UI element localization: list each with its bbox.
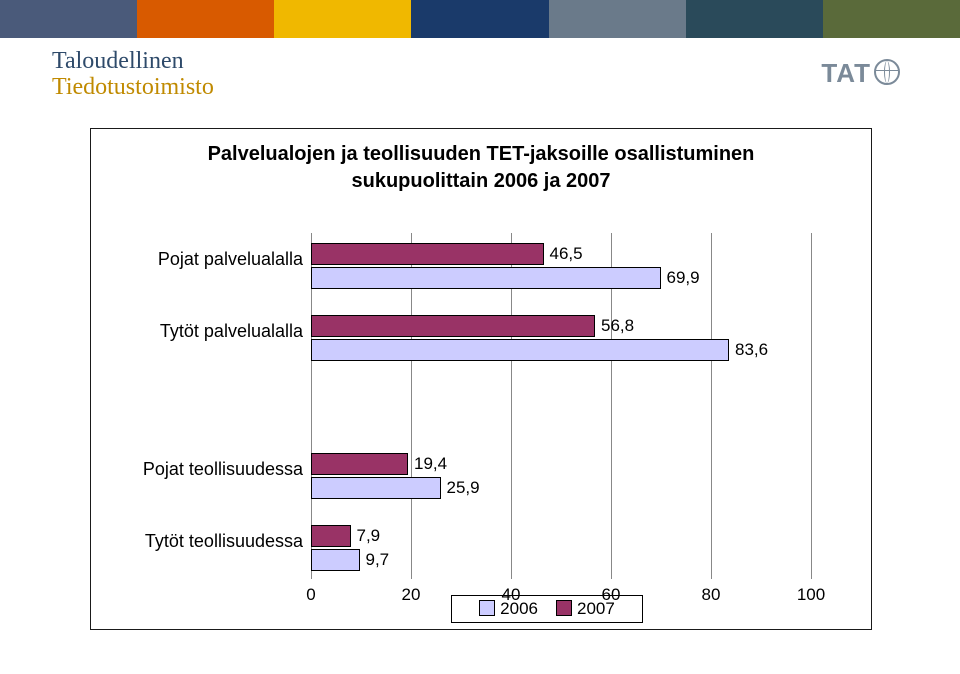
bar-2007	[311, 525, 351, 547]
globe-icon	[874, 59, 900, 85]
x-tick-label: 20	[402, 585, 421, 605]
category-label: Pojat palvelualalla	[103, 249, 303, 270]
header: Taloudellinen Tiedotustoimisto TAT	[0, 38, 960, 110]
gridline	[711, 233, 712, 579]
value-label: 69,9	[667, 268, 700, 288]
category-label: Tytöt palvelualalla	[103, 321, 303, 342]
x-tick-label: 100	[797, 585, 825, 605]
value-label: 46,5	[550, 244, 583, 264]
category-label: Tytöt teollisuudessa	[103, 531, 303, 552]
brand-line1: Taloudellinen	[52, 48, 214, 74]
gridline	[811, 233, 812, 579]
value-label: 25,9	[447, 478, 480, 498]
banner-segment	[549, 0, 686, 38]
bar-2006	[311, 267, 661, 289]
brand-line2: Tiedotustoimisto	[52, 74, 214, 100]
value-label: 7,9	[357, 526, 381, 546]
chart-title: Palvelualojen ja teollisuuden TET-jaksoi…	[91, 141, 871, 195]
chart-title-line2: sukupuolittain 2006 ja 2007	[352, 170, 611, 192]
value-label: 56,8	[601, 316, 634, 336]
value-label: 9,7	[366, 550, 390, 570]
bar-2006	[311, 549, 360, 571]
value-label: 19,4	[414, 454, 447, 474]
legend-2006: 2006	[479, 599, 538, 619]
banner-segment	[823, 0, 960, 38]
legend-swatch-2006	[479, 600, 495, 616]
bar-2007	[311, 453, 408, 475]
banner-segment	[411, 0, 548, 38]
brand-logo-left: Taloudellinen Tiedotustoimisto	[52, 48, 214, 101]
banner-segment	[137, 0, 274, 38]
brand-right-text: TAT	[821, 58, 871, 88]
x-tick-label: 80	[702, 585, 721, 605]
plot-area: 020406080100Pojat palvelualalla46,569,9T…	[311, 233, 811, 579]
top-banner	[0, 0, 960, 38]
legend-2007-label: 2007	[577, 599, 615, 618]
value-label: 83,6	[735, 340, 768, 360]
bar-2007	[311, 243, 544, 265]
chart-container: Palvelualojen ja teollisuuden TET-jaksoi…	[90, 128, 872, 630]
banner-segment	[0, 0, 137, 38]
brand-logo-right: TAT	[821, 58, 900, 89]
chart-title-line1: Palvelualojen ja teollisuuden TET-jaksoi…	[208, 143, 755, 165]
legend-2006-label: 2006	[500, 599, 538, 618]
legend-swatch-2007	[556, 600, 572, 616]
bar-2006	[311, 339, 729, 361]
banner-segment	[686, 0, 823, 38]
category-label: Pojat teollisuudessa	[103, 459, 303, 480]
legend: 2006 2007	[451, 595, 643, 623]
legend-2007: 2007	[556, 599, 615, 619]
bar-2007	[311, 315, 595, 337]
bar-2006	[311, 477, 441, 499]
banner-segment	[274, 0, 411, 38]
x-tick-label: 0	[306, 585, 315, 605]
